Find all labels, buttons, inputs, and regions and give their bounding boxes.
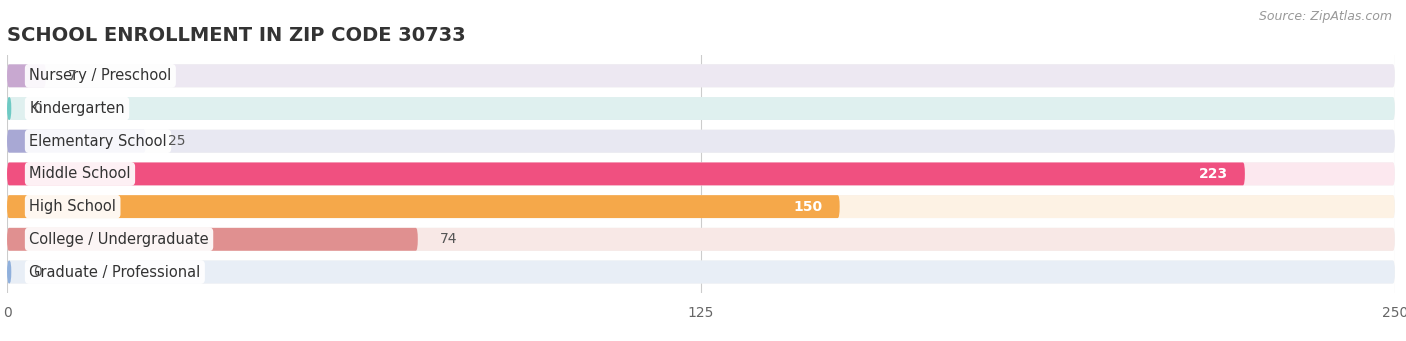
FancyBboxPatch shape: [7, 261, 1395, 283]
Text: 0: 0: [34, 102, 42, 116]
FancyBboxPatch shape: [7, 195, 1395, 218]
FancyBboxPatch shape: [7, 97, 1395, 120]
FancyBboxPatch shape: [7, 64, 46, 87]
Text: 0: 0: [34, 265, 42, 279]
Text: Middle School: Middle School: [30, 166, 131, 181]
FancyBboxPatch shape: [7, 162, 1395, 186]
Text: 74: 74: [440, 232, 457, 246]
FancyBboxPatch shape: [7, 162, 1244, 186]
Text: SCHOOL ENROLLMENT IN ZIP CODE 30733: SCHOOL ENROLLMENT IN ZIP CODE 30733: [7, 26, 465, 45]
FancyBboxPatch shape: [7, 64, 1395, 87]
FancyBboxPatch shape: [7, 228, 418, 251]
Text: Nursery / Preschool: Nursery / Preschool: [30, 68, 172, 83]
Text: High School: High School: [30, 199, 117, 214]
Text: 150: 150: [794, 199, 823, 213]
FancyBboxPatch shape: [7, 195, 839, 218]
FancyBboxPatch shape: [7, 97, 11, 120]
FancyBboxPatch shape: [7, 228, 1395, 251]
FancyBboxPatch shape: [7, 228, 1395, 251]
FancyBboxPatch shape: [7, 97, 1395, 120]
Text: 223: 223: [1199, 167, 1229, 181]
FancyBboxPatch shape: [7, 261, 1395, 283]
Text: Source: ZipAtlas.com: Source: ZipAtlas.com: [1258, 10, 1392, 23]
Text: Graduate / Professional: Graduate / Professional: [30, 265, 201, 280]
FancyBboxPatch shape: [7, 64, 1395, 87]
FancyBboxPatch shape: [7, 130, 146, 153]
FancyBboxPatch shape: [7, 162, 1395, 186]
FancyBboxPatch shape: [7, 130, 1395, 153]
Text: Elementary School: Elementary School: [30, 134, 167, 149]
Text: 7: 7: [67, 69, 77, 83]
Text: 25: 25: [167, 134, 186, 148]
FancyBboxPatch shape: [7, 130, 1395, 153]
Text: College / Undergraduate: College / Undergraduate: [30, 232, 209, 247]
FancyBboxPatch shape: [7, 261, 11, 283]
Text: Kindergarten: Kindergarten: [30, 101, 125, 116]
FancyBboxPatch shape: [7, 195, 1395, 218]
